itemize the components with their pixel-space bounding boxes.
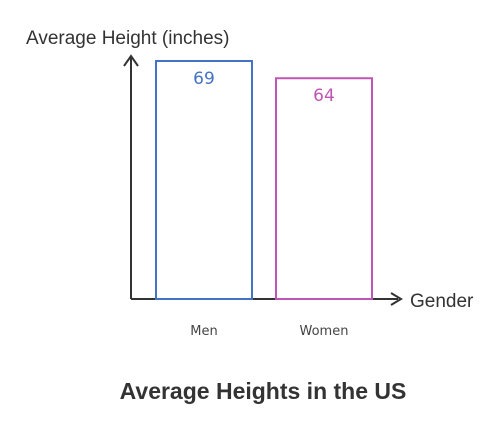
- x-axis-arrow-icon: [390, 292, 403, 306]
- bar-men: [155, 60, 253, 300]
- y-axis-title: Average Height (inches): [26, 28, 229, 49]
- chart-title: Average Heights in the US: [120, 378, 407, 404]
- value-label-women: 64: [313, 86, 335, 106]
- x-axis-title: Gender: [410, 291, 474, 312]
- bar-women: [275, 77, 373, 300]
- x-tick-label-men: Men: [190, 324, 217, 339]
- x-tick-label-women: Women: [300, 324, 349, 339]
- value-label-men: 69: [193, 69, 215, 89]
- bar-group: 69 Men 64 Women: [155, 60, 373, 339]
- y-axis-arrow-icon: [123, 54, 139, 67]
